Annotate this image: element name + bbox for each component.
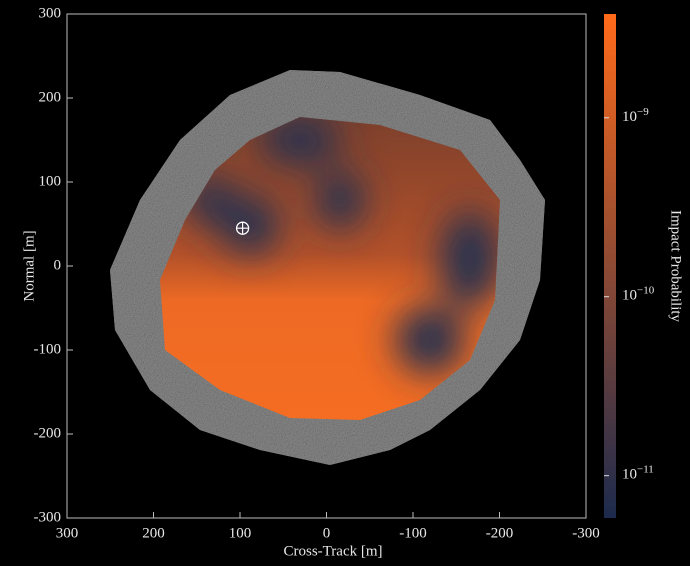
tick-base: 10 (622, 288, 637, 304)
y-tick-label: 100 (39, 173, 62, 189)
colorbar-label: Impact Probability (668, 210, 684, 323)
x-tick-label: -100 (399, 525, 427, 541)
x-tick-label: 100 (229, 525, 252, 541)
tick-exponent: −9 (637, 105, 649, 117)
tick-exponent: −11 (637, 463, 654, 475)
x-tick-label: -200 (486, 525, 514, 541)
y-tick-label: 300 (39, 5, 62, 21)
y-tick-label: -100 (34, 341, 62, 357)
colorbar-tick-label: 10−11 (622, 463, 654, 483)
tick-base: 10 (622, 109, 637, 125)
x-tick-label: -300 (572, 525, 600, 541)
y-tick-label: 200 (39, 89, 62, 105)
tick-exponent: −10 (637, 284, 655, 296)
y-axis-label: Normal [m] (21, 230, 37, 301)
colorbar-tick-label: 10−9 (622, 105, 649, 125)
x-axis-label: Cross-Track [m] (283, 543, 382, 559)
x-tick-label: 300 (56, 525, 79, 541)
target-crosshair (236, 222, 249, 235)
y-tick-label: -200 (34, 425, 62, 441)
y-tick-label: 0 (54, 257, 62, 273)
x-tick-label: 200 (142, 525, 165, 541)
colorbar (604, 14, 616, 518)
y-tick-label: -300 (34, 509, 62, 525)
colorbar-tick-label: 10−10 (622, 284, 655, 304)
tick-base: 10 (622, 467, 637, 483)
x-tick-label: 0 (323, 525, 331, 541)
